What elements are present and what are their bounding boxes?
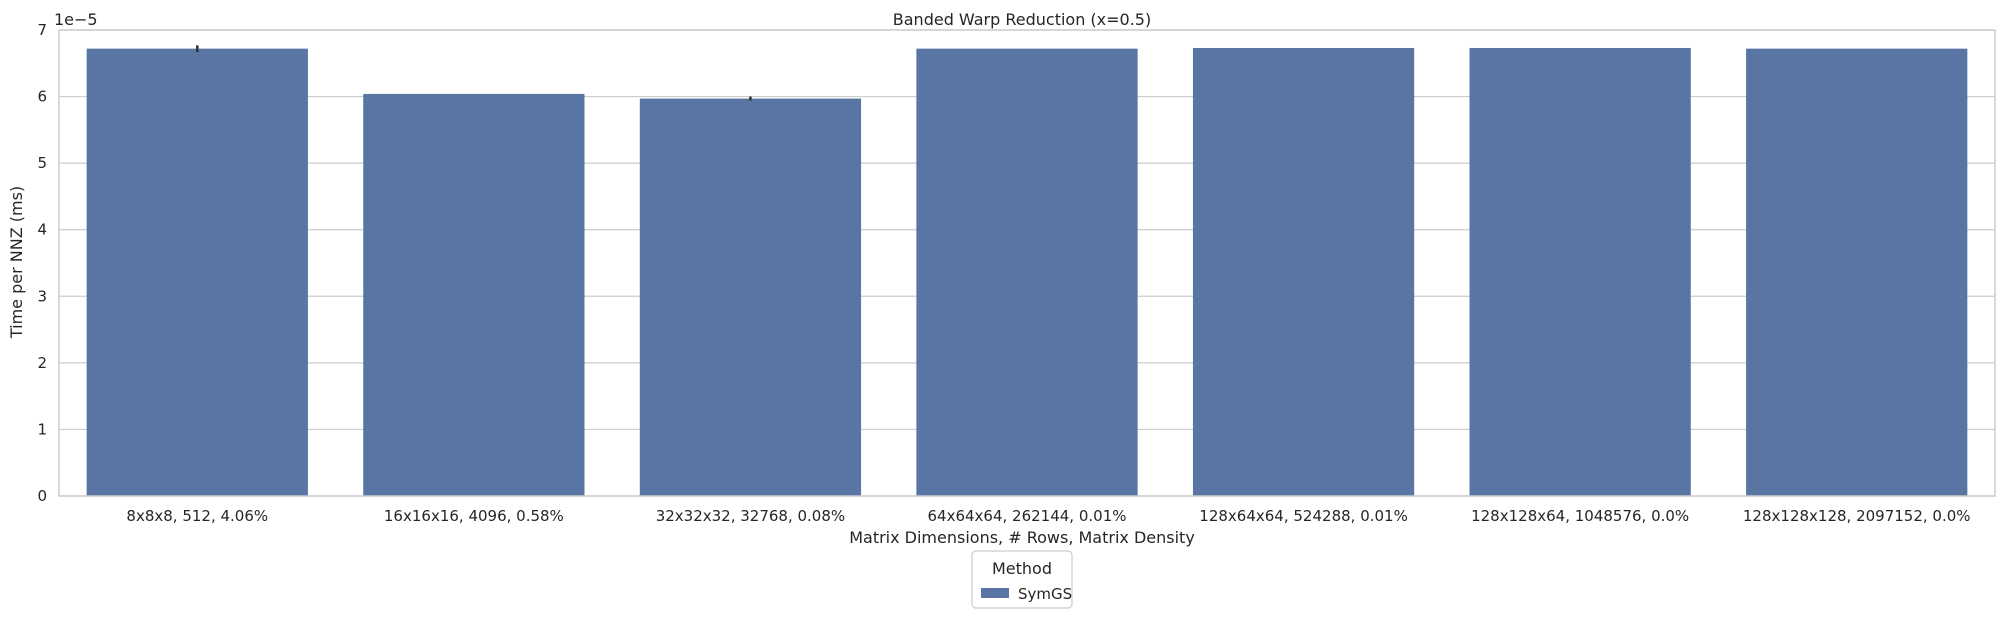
y-tick-label: 7 — [37, 21, 47, 39]
y-tick-label: 3 — [37, 287, 47, 305]
x-tick-label: 16x16x16, 4096, 0.58% — [384, 507, 564, 525]
x-tick-label: 128x128x128, 2097152, 0.0% — [1743, 507, 1971, 525]
x-tick-label: 128x64x64, 524288, 0.01% — [1199, 507, 1408, 525]
bar — [1469, 47, 1691, 497]
bar — [1192, 47, 1415, 497]
y-tick-label: 4 — [37, 221, 47, 239]
y-tick-label: 5 — [37, 154, 47, 172]
x-tick-label: 32x32x32, 32768, 0.08% — [656, 507, 845, 525]
y-tick-label: 0 — [37, 487, 47, 505]
y-axis-label: Time per NNZ (ms) — [7, 186, 26, 339]
y-tick-labels: 0 1 2 3 4 5 6 7 — [37, 21, 47, 505]
bar — [363, 93, 585, 496]
legend-title: Method — [992, 559, 1052, 578]
y-tick-label: 6 — [37, 88, 47, 106]
bar — [916, 48, 1138, 496]
x-axis-label: Matrix Dimensions, # Rows, Matrix Densit… — [849, 528, 1195, 547]
x-tick-label: 8x8x8, 512, 4.06% — [126, 507, 268, 525]
bar — [1746, 48, 1968, 496]
y-scale-label: 1e−5 — [54, 10, 98, 29]
plot-frame — [58, 29, 1996, 497]
x-tick-label: 128x128x64, 1048576, 0.0% — [1471, 507, 1689, 525]
bar — [639, 98, 862, 496]
y-tick-label: 1 — [37, 420, 47, 438]
error-bars — [196, 45, 752, 101]
y-tick-label: 2 — [37, 354, 47, 372]
legend-entry-label: SymGS — [1018, 585, 1072, 603]
legend: Method SymGS — [971, 550, 1073, 609]
bar — [86, 48, 308, 496]
legend-swatch — [981, 588, 1009, 598]
bars — [86, 47, 1968, 497]
x-tick-labels: 8x8x8, 512, 4.06% 16x16x16, 4096, 0.58% 32… — [126, 507, 1970, 525]
x-tick-label: 64x64x64, 262144, 0.01% — [928, 507, 1127, 525]
chart-title: Banded Warp Reduction (x=0.5) — [893, 10, 1151, 29]
